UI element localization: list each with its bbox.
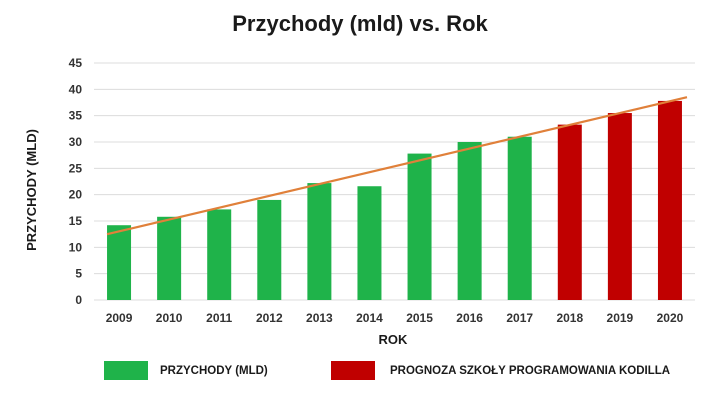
- y-tick-40: 40: [69, 82, 83, 96]
- y-tick-labels: 0 5 10 15 20 25 30 35 40 45: [69, 56, 83, 307]
- bar-2020: [657, 100, 682, 300]
- x-tick-2017: 2017: [506, 311, 533, 325]
- bar-2016: [457, 142, 482, 300]
- x-tick-2011: 2011: [206, 311, 232, 325]
- bar-2019: [607, 113, 632, 301]
- x-tick-2014: 2014: [356, 311, 383, 325]
- bar-2009: [107, 225, 132, 300]
- y-tick-20: 20: [69, 188, 83, 202]
- bar-2015: [407, 153, 432, 300]
- y-tick-35: 35: [69, 109, 83, 123]
- legend: PRZYCHODY (MLD) PROGNOZA SZKOŁY PROGRAMO…: [104, 361, 670, 380]
- y-tick-5: 5: [75, 267, 82, 281]
- trend-line: [106, 96, 688, 236]
- y-tick-10: 10: [69, 240, 83, 254]
- x-tick-2012: 2012: [256, 311, 283, 325]
- x-tick-2015: 2015: [406, 311, 433, 325]
- legend-label-forecast: PROGNOZA SZKOŁY PROGRAMOWANIA KODILLA: [390, 365, 670, 377]
- legend-label-revenue: PRZYCHODY (MLD): [160, 365, 268, 377]
- x-tick-2009: 2009: [106, 311, 133, 325]
- bar-2014: [357, 186, 382, 300]
- x-tick-2019: 2019: [607, 311, 634, 325]
- x-axis-label: ROK: [379, 332, 409, 347]
- bar-2012: [257, 199, 282, 300]
- legend-swatch-forecast: [331, 361, 375, 380]
- gridlines: [94, 62, 695, 301]
- bar-2011: [207, 209, 232, 300]
- bars: [107, 100, 682, 301]
- y-tick-0: 0: [75, 293, 82, 307]
- y-tick-45: 45: [69, 56, 83, 70]
- y-tick-15: 15: [69, 214, 83, 228]
- x-tick-2013: 2013: [306, 311, 333, 325]
- x-tick-2010: 2010: [156, 311, 183, 325]
- y-tick-30: 30: [69, 135, 83, 149]
- y-axis-label: PRZYCHODY (MLD): [24, 129, 39, 251]
- x-tick-labels: 2009 2010 2011 2012 2013 2014 2015 2016 2017 2018…: [106, 311, 684, 325]
- x-tick-2020: 2020: [657, 311, 684, 325]
- bar-2017: [507, 136, 532, 300]
- chart-title: Przychody (mld) vs. Rok: [232, 11, 488, 36]
- bar-2010: [157, 216, 182, 300]
- bar-2018: [557, 124, 582, 301]
- y-tick-25: 25: [69, 161, 83, 175]
- legend-swatch-revenue: [104, 361, 148, 380]
- bar-2013: [307, 183, 332, 300]
- x-tick-2016: 2016: [456, 311, 483, 325]
- x-tick-2018: 2018: [556, 311, 583, 325]
